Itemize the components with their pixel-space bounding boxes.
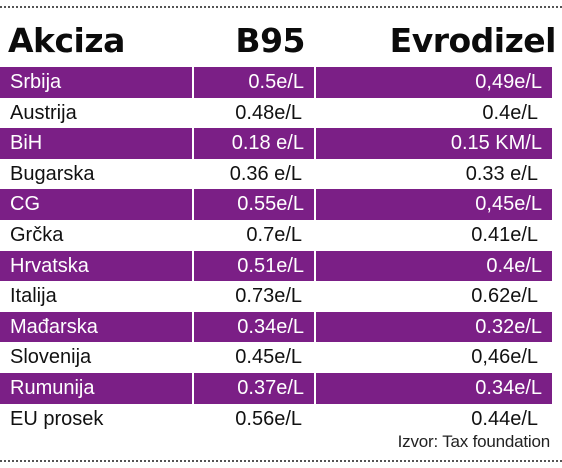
diesel-excise-cell: 0,49e/L xyxy=(316,67,552,98)
table-row: Austrija 0.48e/L 0.4e/L xyxy=(0,98,562,129)
country-cell: Grčka xyxy=(10,223,64,246)
top-dotted-divider xyxy=(0,6,562,8)
table-row: CG 0.55e/L 0,45e/L xyxy=(0,189,562,220)
b95-excise-cell: 0.56e/L xyxy=(235,407,302,430)
diesel-excise-cell: 0.4e/L xyxy=(482,101,538,124)
country-cell: Srbija xyxy=(0,67,192,98)
b95-excise-cell: 0.48e/L xyxy=(235,101,302,124)
table-row: BiH 0.18 e/L 0.15 KM/L xyxy=(0,128,562,159)
country-cell: Mađarska xyxy=(0,311,192,343)
excise-table-body: Srbija 0.5e/L 0,49e/L Austrija 0.48e/L 0… xyxy=(0,67,562,434)
diesel-excise-cell: 0.44e/L xyxy=(471,407,538,430)
diesel-excise-cell: 0.34e/L xyxy=(316,372,552,404)
b95-excise-cell: 0.5e/L xyxy=(194,67,314,98)
table-row: Grčka 0.7e/L 0.41e/L xyxy=(0,220,562,251)
diesel-excise-cell: 0.15 KM/L xyxy=(316,128,552,159)
country-cell: Bugarska xyxy=(10,162,95,185)
country-cell: Austrija xyxy=(10,101,77,124)
header-country-column: Akciza xyxy=(8,21,125,60)
header-diesel-column: Evrodizel xyxy=(389,21,557,60)
country-cell: Slovenija xyxy=(10,346,92,369)
table-row: EU prosek 0.56e/L 0.44e/L xyxy=(0,404,562,435)
b95-excise-cell: 0.51e/L xyxy=(194,250,314,282)
diesel-excise-cell: 0,45e/L xyxy=(316,189,552,220)
country-cell: EU prosek xyxy=(10,407,104,430)
country-cell: Hrvatska xyxy=(0,250,192,282)
b95-excise-cell: 0.37e/L xyxy=(194,372,314,404)
table-row: Hrvatska 0.51e/L 0.4e/L xyxy=(0,250,562,282)
diesel-excise-cell: 0.4e/L xyxy=(316,250,552,282)
diesel-excise-cell: 0.41e/L xyxy=(471,223,538,246)
b95-excise-cell: 0.55e/L xyxy=(194,189,314,220)
b95-excise-cell: 0.34e/L xyxy=(194,311,314,343)
table-header: Akciza B95 Evrodizel xyxy=(0,14,562,64)
b95-excise-cell: 0.18 e/L xyxy=(194,128,314,159)
diesel-excise-cell: 0.32e/L xyxy=(316,311,552,343)
source-note: Izvor: Tax foundation xyxy=(397,432,551,451)
country-cell: CG xyxy=(0,189,192,220)
table-row: Italija 0.73e/L 0.62e/L xyxy=(0,281,562,312)
b95-excise-cell: 0.7e/L xyxy=(246,223,302,246)
diesel-excise-cell: 0.62e/L xyxy=(471,285,538,308)
diesel-excise-cell: 0.33 e/L xyxy=(465,162,538,185)
table-row: Slovenija 0.45e/L 0,46e/L xyxy=(0,342,562,373)
b95-excise-cell: 0.73e/L xyxy=(235,285,302,308)
table-row: Mađarska 0.34e/L 0.32e/L xyxy=(0,311,562,343)
table-row: Rumunija 0.37e/L 0.34e/L xyxy=(0,372,562,404)
diesel-excise-cell: 0,46e/L xyxy=(471,346,538,369)
table-row: Srbija 0.5e/L 0,49e/L xyxy=(0,67,562,98)
header-b95-column: B95 xyxy=(235,21,305,60)
b95-excise-cell: 0.36 e/L xyxy=(229,162,302,185)
b95-excise-cell: 0.45e/L xyxy=(235,346,302,369)
country-cell: BiH xyxy=(0,128,192,159)
country-cell: Rumunija xyxy=(0,372,192,404)
table-row: Bugarska 0.36 e/L 0.33 e/L xyxy=(0,159,562,190)
bottom-dotted-divider xyxy=(0,460,562,462)
country-cell: Italija xyxy=(10,285,57,308)
